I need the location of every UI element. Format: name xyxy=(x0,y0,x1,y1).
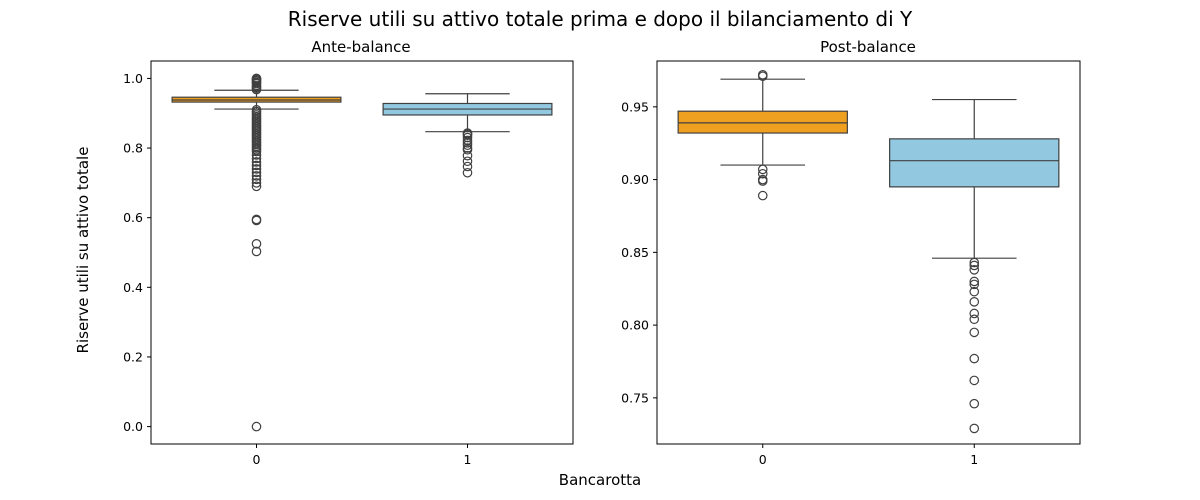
outlier-point xyxy=(969,375,980,386)
x-axis-label: Bancarotta xyxy=(559,471,641,489)
outlier-point xyxy=(757,164,768,175)
outlier-point xyxy=(462,150,473,161)
ante-balance-box-1 xyxy=(382,93,553,178)
figure-title: Riserve utili su attivo totale prima e d… xyxy=(288,7,913,31)
post-balance-box-1 xyxy=(889,98,1060,434)
ante-balance-ytick-label: 0.6 xyxy=(123,210,143,225)
outlier-point xyxy=(969,423,980,434)
outlier-point xyxy=(251,157,262,167)
outlier-point xyxy=(462,140,473,151)
ante-balance-ytick-label: 0.4 xyxy=(123,280,143,295)
outlier-point xyxy=(969,327,980,338)
outlier-point xyxy=(969,260,980,271)
outlier-point xyxy=(462,161,473,172)
outlier-point xyxy=(462,156,473,167)
post-balance-xtick-label: 0 xyxy=(759,452,767,467)
outlier-point xyxy=(969,308,980,319)
outlier-point xyxy=(969,297,980,307)
y-axis-label: Riserve utili su attivo totale xyxy=(74,147,92,354)
outlier-point xyxy=(969,314,980,325)
post-balance-title: Post-balance xyxy=(820,38,916,56)
outlier-point xyxy=(969,353,980,364)
ante-balance-ytick-label: 1.0 xyxy=(123,71,143,86)
outlier-point xyxy=(251,153,262,164)
outlier-point xyxy=(251,160,262,171)
post-balance-xtick-label: 1 xyxy=(970,452,978,467)
outlier-point xyxy=(251,246,262,257)
ante-balance-title: Ante-balance xyxy=(311,38,410,56)
outlier-point xyxy=(969,276,980,287)
post-balance-axes-frame xyxy=(656,60,1081,445)
ante-balance-ytick-label: 0.8 xyxy=(123,141,143,156)
outlier-point xyxy=(969,257,980,268)
outlier-point xyxy=(462,130,473,140)
outlier-point xyxy=(251,171,262,181)
outlier-point xyxy=(251,84,262,95)
outlier-point xyxy=(251,238,262,249)
outlier-point xyxy=(757,190,768,201)
outlier-point xyxy=(251,164,262,174)
post-balance-ytick-label: 0.75 xyxy=(621,390,649,405)
ante-balance-xtick-label: 0 xyxy=(253,452,261,467)
iqr-box xyxy=(677,110,848,134)
ante-balance-ytick-label: 0.0 xyxy=(123,419,143,434)
outlier-point xyxy=(251,146,262,157)
outlier-point xyxy=(251,174,262,185)
outlier-point xyxy=(462,135,473,146)
outlier-point xyxy=(757,176,768,186)
post-balance-box-0 xyxy=(677,70,848,201)
ante-balance-panel: Ante-balance 0.0 0.2 0.4 0.6 0.8 1.0 0 1 xyxy=(123,38,574,467)
ante-balance-ytick-label: 0.2 xyxy=(123,349,143,364)
outlier-point xyxy=(462,132,473,143)
outlier-point xyxy=(969,398,980,409)
outlier-point xyxy=(251,215,262,226)
outlier-point xyxy=(251,167,262,178)
outlier-point xyxy=(251,181,262,192)
outlier-point xyxy=(251,421,262,432)
post-balance-ytick-label: 0.95 xyxy=(621,99,649,114)
ante-balance-xtick-label: 1 xyxy=(464,452,472,467)
iqr-box xyxy=(889,138,1060,188)
outlier-point xyxy=(757,168,768,179)
outlier-point xyxy=(251,178,262,188)
outlier-point xyxy=(462,144,473,155)
outlier-point xyxy=(969,279,980,290)
post-balance-ytick-label: 0.90 xyxy=(621,172,649,187)
post-balance-panel: Post-balance 0.75 0.80 0.85 0.90 0.95 0 1 xyxy=(621,38,1081,467)
ante-balance-box-0 xyxy=(171,73,342,432)
outlier-point xyxy=(462,167,473,178)
outlier-point xyxy=(462,138,473,148)
post-balance-ytick-label: 0.85 xyxy=(621,245,649,260)
outlier-point xyxy=(251,150,262,160)
outlier-point xyxy=(757,71,768,82)
ante-balance-axes-frame xyxy=(150,60,574,445)
post-balance-ytick-label: 0.80 xyxy=(621,318,649,333)
outlier-point xyxy=(969,286,980,297)
outlier-point xyxy=(969,265,980,275)
